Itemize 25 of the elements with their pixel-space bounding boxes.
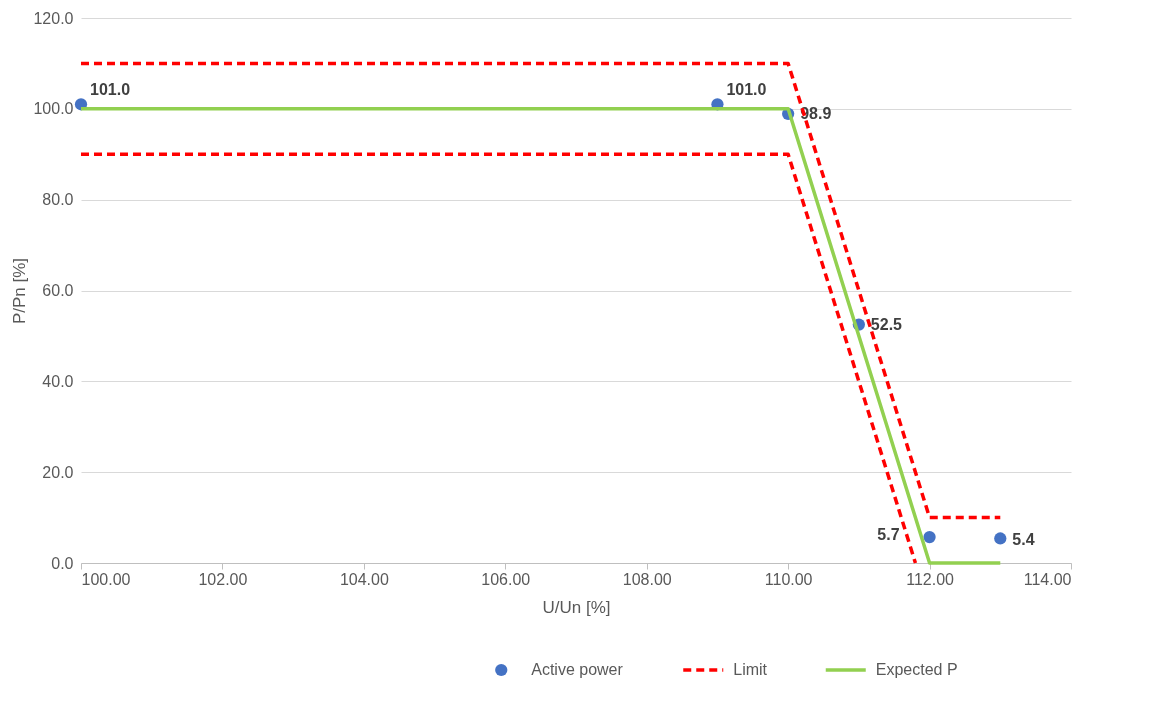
- data-label: 5.7: [877, 526, 900, 544]
- y-tick-label: 80.0: [42, 191, 74, 209]
- x-tick-label: 112.00: [906, 570, 955, 588]
- y-tick-label: 100.0: [33, 100, 74, 118]
- y-tick-label: 60.0: [42, 282, 74, 299]
- legend-label: Expected P: [875, 661, 958, 678]
- data-label: 5.4: [1012, 531, 1035, 549]
- x-tick-label: 106.00: [481, 570, 531, 588]
- x-axis-title: U/Un [%]: [542, 597, 611, 617]
- x-tick-label: 102.00: [198, 570, 248, 588]
- y-tick-label: 20.0: [42, 463, 74, 481]
- x-tick-label: 110.00: [764, 570, 813, 588]
- legend-label: Active power: [531, 661, 624, 678]
- x-tick-label: 114.00: [1023, 570, 1072, 588]
- x-tick-label: 100.00: [81, 570, 131, 588]
- y-tick-label: 40.0: [42, 372, 74, 390]
- x-tick-label: 104.00: [339, 570, 389, 588]
- data-label: 101.0: [726, 81, 767, 99]
- y-tick-label: 0.0: [51, 554, 74, 572]
- x-tick-label: 108.00: [622, 570, 672, 588]
- y-axis-title: P/Pn [%]: [10, 257, 30, 325]
- y-tick-label: 120.0: [33, 9, 74, 27]
- legend-label: Limit: [733, 661, 768, 678]
- data-label: 52.5: [870, 315, 903, 333]
- data-label: 101.0: [90, 81, 131, 99]
